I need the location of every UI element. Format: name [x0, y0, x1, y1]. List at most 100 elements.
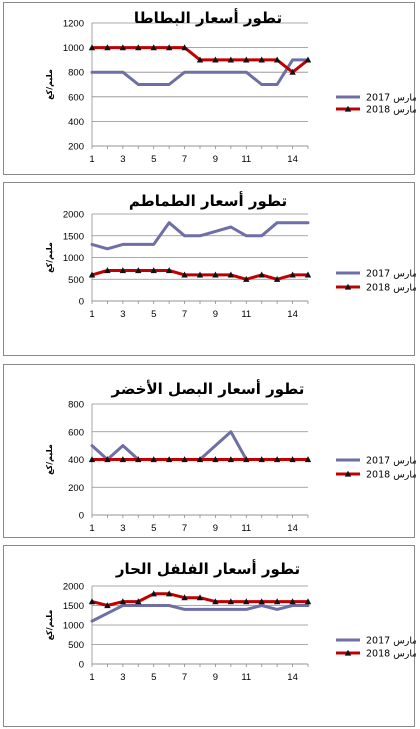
x-tick-label: 1	[89, 154, 94, 165]
chart-title: تطور أسعار الفلفل الحار	[115, 559, 300, 578]
data-point-marker	[289, 68, 296, 75]
y-tick-label: 600	[68, 427, 84, 438]
x-tick-label: 7	[182, 309, 187, 320]
x-tick-label: 7	[182, 523, 187, 534]
y-tick-label: 200	[68, 142, 84, 153]
series-line	[90, 430, 310, 461]
data-point-marker	[104, 267, 111, 274]
series-line	[90, 58, 310, 86]
data-point-marker	[273, 275, 281, 282]
x-tick-label: 5	[151, 154, 156, 165]
data-point-marker	[119, 44, 127, 51]
y-tick-label: 800	[68, 68, 84, 79]
chart-svg: 200 400 600 800 1000 1200 1 3 5 7 9 11 14 مليم/كغ تطور…	[45, 8, 416, 165]
x-tick-label: 9	[213, 309, 218, 320]
y-tick-label: 1000	[63, 621, 84, 632]
data-point-marker	[258, 598, 265, 605]
data-point-marker	[150, 44, 157, 51]
chart-panel-green-onion: 0 200 400 600 800 1 3 5 7 9 11 14 مليم/كغ تطور أسعار …	[3, 364, 416, 538]
data-point-marker	[88, 271, 96, 278]
legend-marker	[344, 649, 352, 656]
data-point-marker	[104, 44, 111, 51]
y-axis-label: مليم/كغ	[45, 242, 54, 273]
data-point-marker	[181, 456, 188, 463]
legend-entry: مارس 2017	[366, 636, 416, 647]
data-point-marker	[243, 598, 250, 605]
y-tick-label: 400	[68, 117, 84, 128]
x-tick-label: 5	[151, 523, 156, 534]
data-point-marker	[212, 456, 219, 463]
legend-marker	[344, 470, 352, 477]
x-tick-label: 11	[241, 672, 251, 683]
data-point-marker	[196, 594, 204, 601]
data-point-marker	[165, 456, 173, 463]
x-tick-label: 3	[120, 672, 125, 683]
y-tick-label: 1000	[63, 253, 84, 264]
data-point-marker	[150, 590, 157, 597]
data-point-marker	[196, 56, 204, 63]
x-tick-label: 3	[120, 309, 125, 320]
y-tick-label: 200	[68, 483, 84, 494]
x-tick-label: 1	[89, 309, 94, 320]
data-point-marker	[196, 271, 204, 278]
data-point-marker	[196, 456, 204, 463]
x-tick-label: 3	[120, 154, 125, 165]
legend-entry: مارس 2018	[366, 470, 416, 481]
y-axis-label: مليم/كغ	[45, 69, 54, 100]
data-point-marker	[273, 56, 281, 63]
legend-entry: مارس 2018	[366, 649, 416, 660]
chart-title: تطور أسعار البصل الأخضر	[111, 379, 305, 398]
data-point-marker	[304, 456, 312, 463]
data-point-marker	[135, 456, 142, 463]
data-point-marker	[212, 56, 219, 63]
y-tick-label: 500	[68, 275, 84, 286]
y-tick-label: 0	[79, 511, 84, 522]
chart-svg: 0 500 1000 1500 2000 1 3 5 7 9 11 14 مليم/كغ تطور أسع…	[45, 191, 416, 320]
legend-entry: مارس 2018	[366, 105, 416, 116]
y-tick-label: 1500	[63, 231, 84, 242]
x-tick-label: 9	[213, 672, 218, 683]
data-point-marker	[227, 271, 235, 278]
y-tick-label: 0	[79, 297, 84, 308]
data-point-marker	[104, 602, 111, 609]
legend-marker	[344, 105, 352, 112]
legend-entry: مارس 2017	[366, 456, 416, 467]
data-point-marker	[150, 267, 157, 274]
data-point-marker	[243, 56, 250, 63]
data-point-marker	[135, 44, 142, 51]
data-point-marker	[243, 456, 250, 463]
y-tick-label: 2000	[63, 210, 84, 221]
y-tick-label: 1000	[63, 43, 84, 54]
data-point-marker	[212, 271, 219, 278]
data-point-marker	[289, 271, 296, 278]
data-point-marker	[273, 598, 281, 605]
data-point-marker	[88, 44, 96, 51]
data-point-marker	[181, 594, 188, 601]
y-axis-label: مليم/كغ	[45, 610, 54, 641]
x-tick-label: 14	[287, 309, 298, 320]
x-tick-label: 14	[287, 672, 298, 683]
y-tick-label: 800	[68, 400, 84, 411]
data-point-marker	[289, 598, 296, 605]
legend-entry: مارس 2017	[366, 93, 416, 104]
y-tick-label: 400	[68, 455, 84, 466]
y-tick-label: 2000	[63, 582, 84, 593]
data-point-marker	[181, 44, 188, 51]
data-point-marker	[165, 267, 173, 274]
data-point-marker	[243, 275, 250, 282]
x-tick-label: 11	[241, 154, 251, 165]
data-point-marker	[289, 456, 296, 463]
y-tick-label: 600	[68, 92, 84, 103]
x-tick-label: 1	[89, 523, 94, 534]
series-line	[90, 221, 310, 251]
data-point-marker	[165, 590, 173, 597]
x-tick-label: 5	[151, 672, 156, 683]
x-tick-label: 3	[120, 523, 125, 534]
data-point-marker	[227, 598, 235, 605]
data-point-marker	[181, 271, 188, 278]
data-point-marker	[150, 456, 157, 463]
x-tick-label: 7	[182, 672, 187, 683]
data-point-marker	[258, 56, 265, 63]
data-point-marker	[212, 598, 219, 605]
data-point-marker	[88, 456, 96, 463]
